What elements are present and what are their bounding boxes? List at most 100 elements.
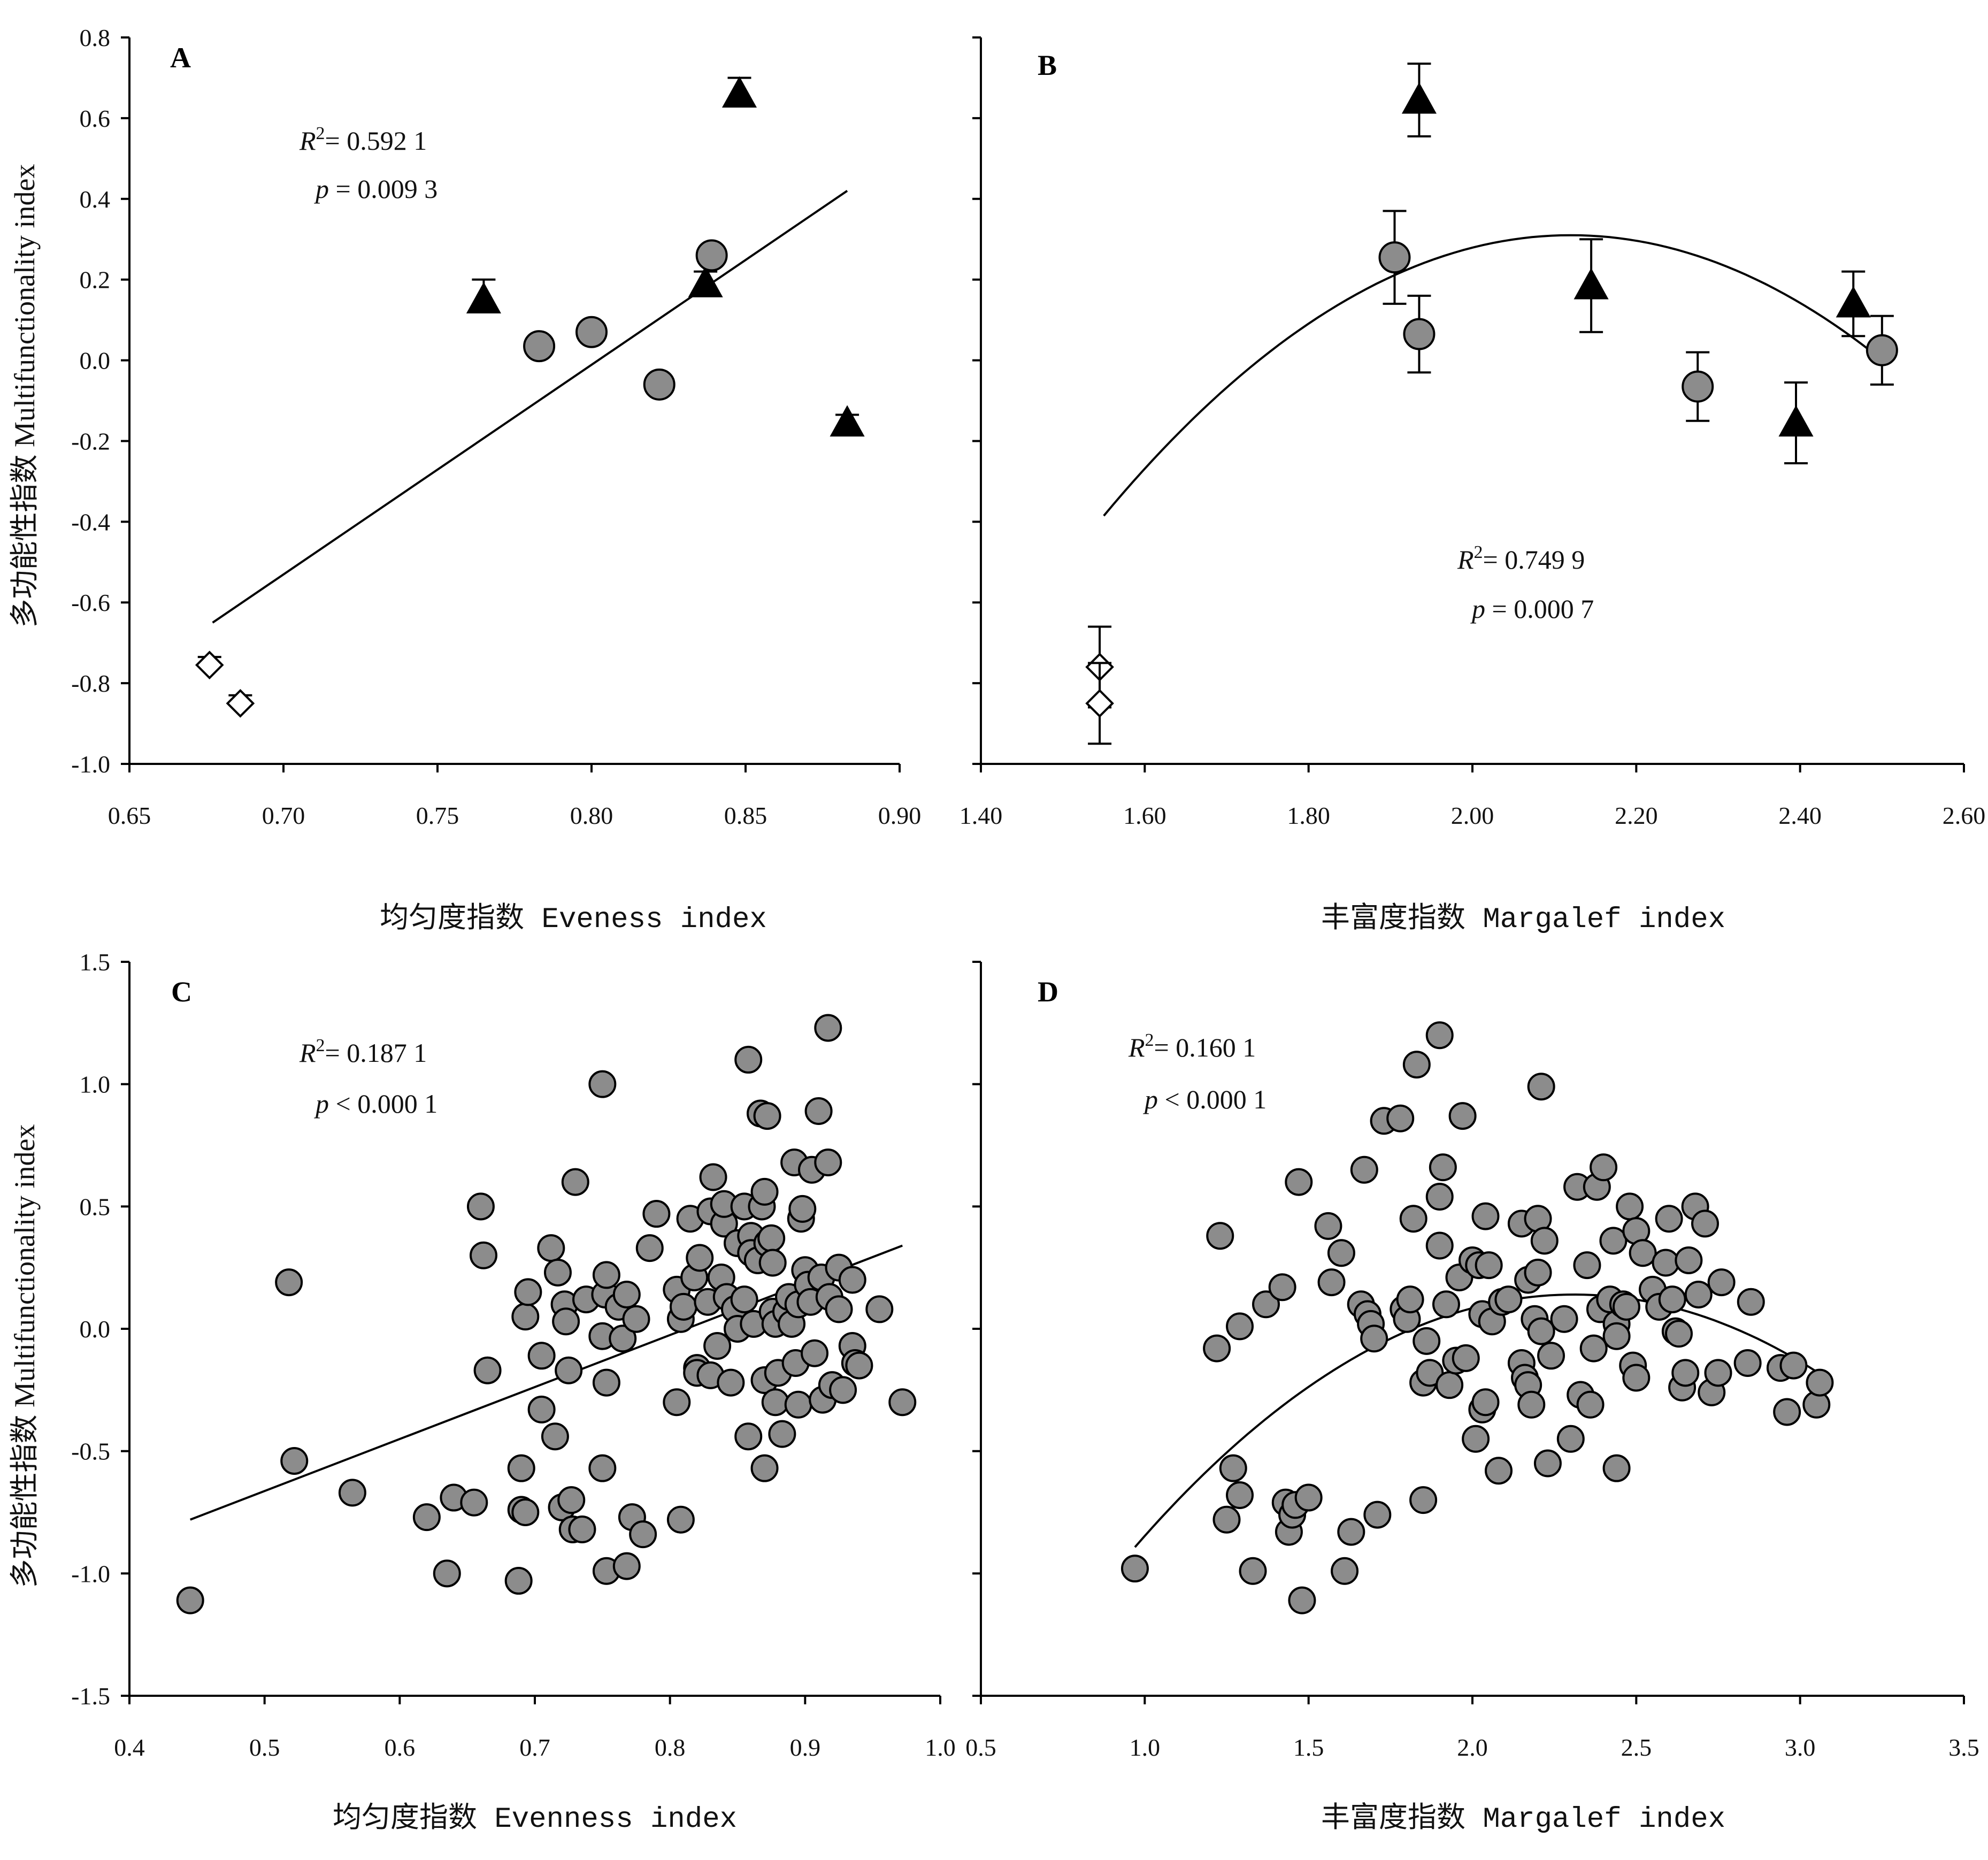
data-point-circle: [1602, 1454, 1631, 1482]
panel-a-r2: R2= 0.592 1: [299, 124, 427, 156]
data-point-circle: [1206, 1222, 1234, 1250]
data-point-circle: [466, 1192, 495, 1221]
data-point-circle: [473, 1356, 502, 1384]
data-point-circle: [1599, 1227, 1628, 1255]
panel-c-x-tick-label: 0.7: [519, 1734, 550, 1761]
panel-a-letter: A: [170, 42, 191, 74]
data-point-circle: [1226, 1312, 1254, 1341]
panel-a-y-tick-label: -1.0: [71, 751, 110, 778]
data-point-circle: [1704, 1359, 1732, 1387]
data-point-circle: [1294, 1483, 1323, 1512]
data-point-circle: [1386, 1104, 1415, 1132]
panel-a-ylabel: 多功能性指数 Multifunctionality index: [9, 164, 41, 628]
panel-c-y-tick-label: -1.5: [71, 1682, 110, 1710]
data-point-circle: [588, 1070, 617, 1098]
panel-d: D R2= 0.160 1 p < 0.000 1 丰富度指数 Margalef…: [965, 961, 1979, 1836]
data-point-diamond: [226, 689, 255, 718]
data-point-circle: [666, 1505, 695, 1534]
data-point-circle: [1399, 1205, 1427, 1233]
panel-d-letter: D: [1038, 976, 1058, 1008]
panel-a-y-tick-label: 0.0: [80, 347, 111, 374]
data-point-circle: [1471, 1388, 1500, 1417]
panel-c-x-tick-label: 0.5: [249, 1734, 280, 1761]
data-point-circle: [761, 1388, 789, 1417]
data-point-circle: [176, 1586, 204, 1614]
data-point-circle: [753, 1102, 781, 1130]
data-point-circle: [543, 1258, 572, 1287]
data-point-circle: [1537, 1342, 1565, 1370]
panel-a-x-tick-label: 0.75: [416, 802, 459, 829]
data-point-circle: [1432, 1290, 1460, 1319]
panel-d-r2: R2= 0.160 1: [1128, 1030, 1256, 1062]
data-point-circle: [1212, 1505, 1241, 1534]
data-point-circle: [814, 1149, 842, 1177]
data-point-circle: [612, 1552, 641, 1580]
data-point-circle: [758, 1249, 787, 1277]
data-point-circle: [1527, 1073, 1555, 1101]
panel-d-x-tick-label: 3.0: [1785, 1734, 1816, 1761]
data-point-triangle: [830, 405, 865, 437]
panel-a-fit-line: [212, 190, 848, 624]
data-point-circle: [1314, 1212, 1342, 1240]
data-point-diamond: [1085, 689, 1114, 718]
data-point-circle: [1866, 334, 1898, 366]
data-point-circle: [1337, 1518, 1365, 1546]
data-point-circle: [469, 1241, 497, 1269]
data-point-circle: [801, 1339, 829, 1367]
data-point-circle: [1317, 1268, 1346, 1297]
data-point-circle: [1413, 1327, 1441, 1355]
data-point-circle: [1331, 1557, 1359, 1585]
panel-c-x-tick-label: 0.8: [655, 1734, 686, 1761]
data-point-circle: [1416, 1359, 1444, 1387]
data-point-circle: [1203, 1334, 1231, 1363]
data-point-circle: [527, 1342, 556, 1370]
panel-b-x-tick-label: 2.40: [1778, 802, 1822, 829]
data-point-circle: [838, 1266, 866, 1294]
panel-c-y-tick-label: -1.0: [71, 1560, 110, 1587]
panel-c-y-tick-label: 0.0: [80, 1315, 111, 1343]
data-point-circle: [507, 1454, 535, 1482]
data-point-circle: [1533, 1449, 1562, 1478]
data-point-circle: [1671, 1359, 1700, 1387]
panel-a-y-tick-label: 0.4: [80, 186, 111, 213]
panel-d-x-tick-label: 1.5: [1293, 1734, 1324, 1761]
data-point-circle: [1550, 1305, 1578, 1333]
data-point-circle: [1226, 1481, 1254, 1509]
data-point-circle: [338, 1479, 366, 1507]
panel-c-r2: R2= 0.187 1: [299, 1036, 427, 1068]
panel-a-xlabel: 均匀度指数 Eveness index: [380, 902, 767, 936]
data-point-circle: [1612, 1292, 1640, 1321]
panel-a-y-tick-label: -0.8: [71, 670, 110, 697]
data-point-circle: [275, 1268, 303, 1297]
panel-a-y-tick-label: -0.6: [71, 589, 110, 616]
data-point-circle: [1733, 1349, 1762, 1377]
panel-c-ylabel: 多功能性指数 Multifunctionality index: [9, 1124, 41, 1588]
data-point-triangle: [1778, 405, 1814, 437]
panel-d-xlabel: 丰富度指数 Margalef index: [1321, 1802, 1725, 1836]
data-point-circle: [1655, 1205, 1683, 1233]
data-point-circle: [814, 1014, 842, 1042]
panel-b-x-tick-label: 2.60: [1943, 802, 1986, 829]
data-point-circle: [825, 1295, 853, 1323]
data-point-circle: [699, 1163, 727, 1191]
data-point-circle: [541, 1422, 569, 1451]
panel-b-letter: B: [1038, 49, 1057, 81]
panel-d-x-tick-label: 3.5: [1948, 1734, 1979, 1761]
data-point-circle: [757, 1224, 786, 1252]
data-point-circle: [1396, 1285, 1424, 1314]
data-point-circle: [514, 1278, 542, 1306]
data-point-circle: [537, 1234, 565, 1262]
panel-c-x-tick-label: 0.4: [114, 1734, 145, 1761]
data-point-circle: [527, 1395, 556, 1423]
panel-b: B R2= 0.749 9 p = 0.000 7 丰富度指数 Margalef…: [960, 36, 1986, 936]
data-point-circle: [750, 1177, 779, 1206]
data-point-circle: [629, 1520, 657, 1549]
data-point-circle: [511, 1303, 540, 1331]
data-point-circle: [784, 1390, 812, 1419]
data-point-triangle: [1401, 82, 1437, 114]
panel-a: A R2= 0.592 1 p = 0.009 3 均匀度指数 Eveness …: [9, 24, 921, 936]
panel-c-y-tick-label: 1.0: [80, 1071, 111, 1098]
panel-b-x-tick-label: 1.40: [960, 802, 1003, 829]
data-point-circle: [717, 1368, 745, 1397]
